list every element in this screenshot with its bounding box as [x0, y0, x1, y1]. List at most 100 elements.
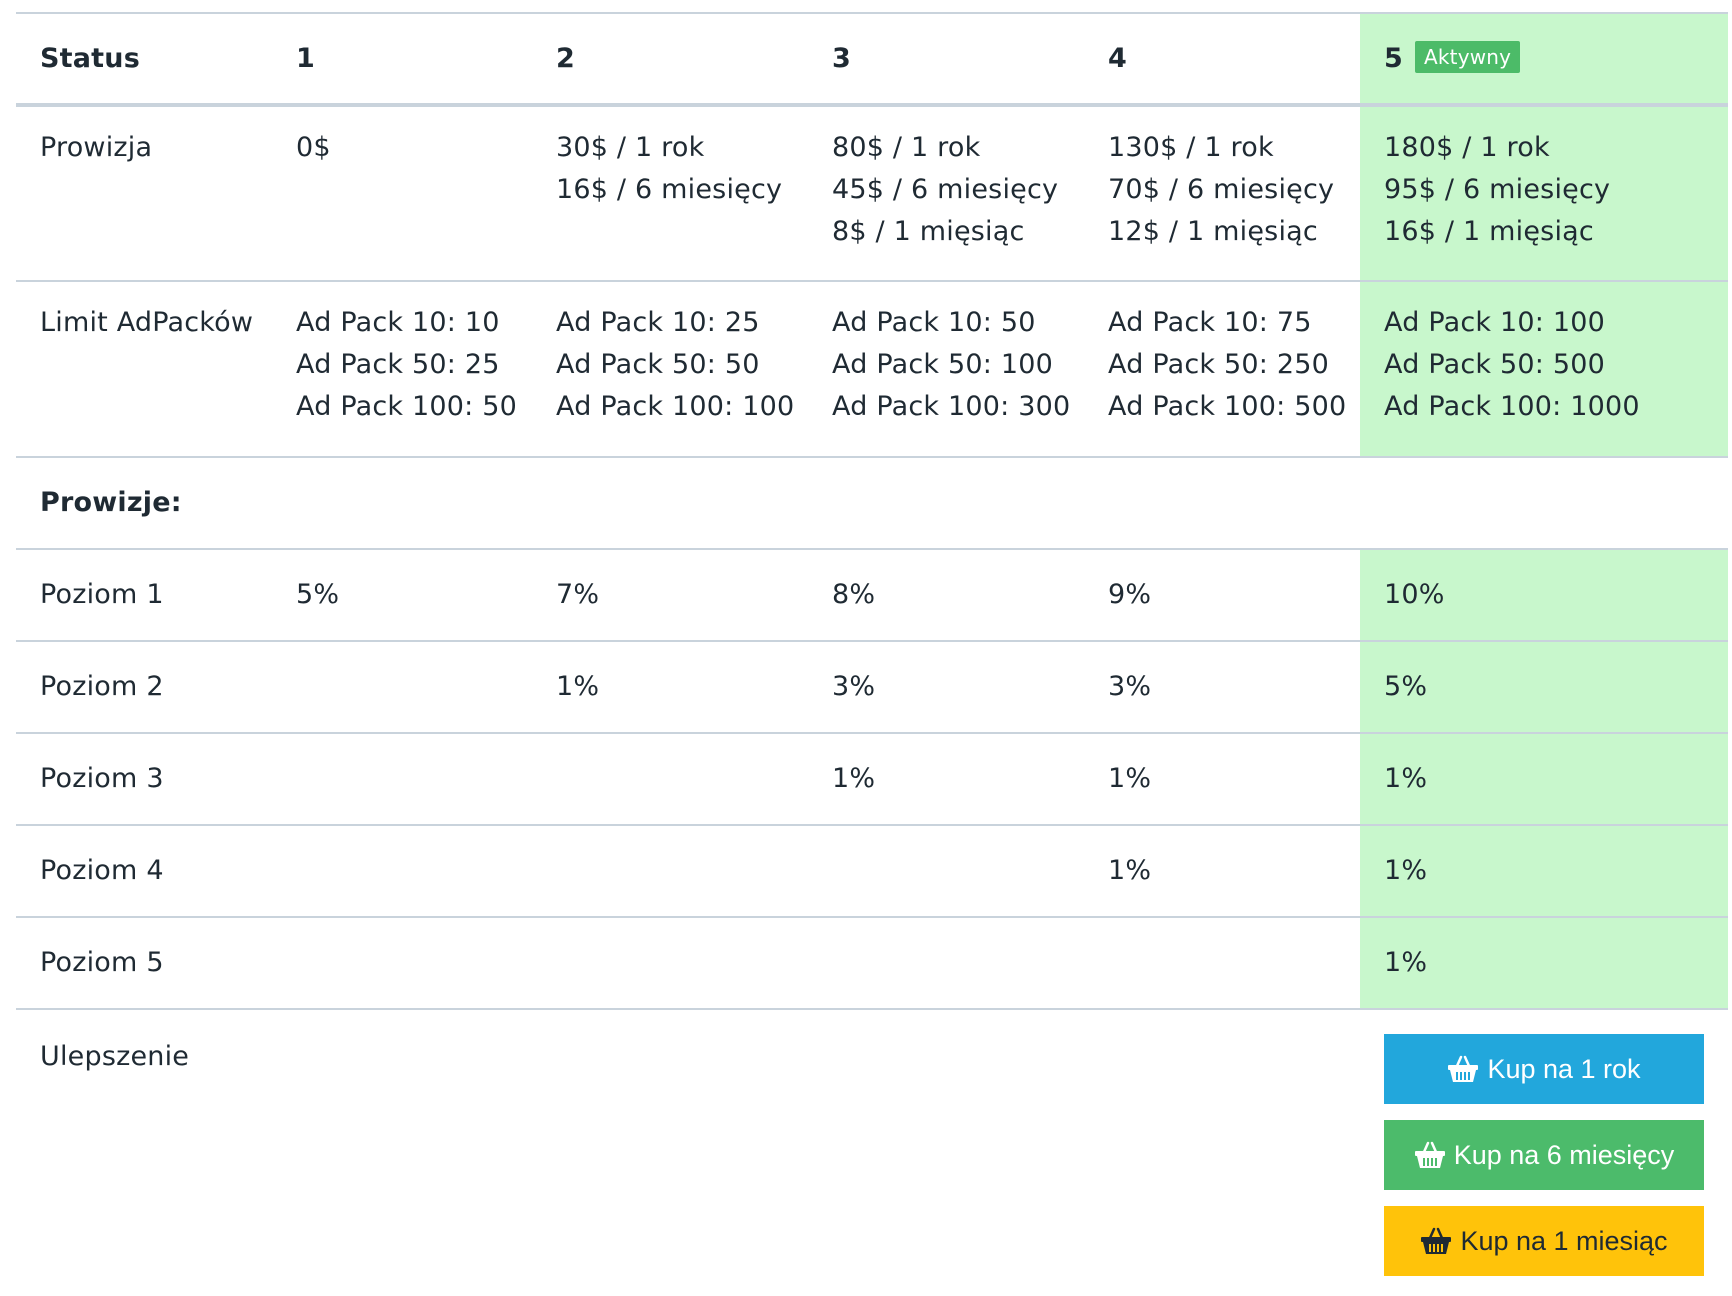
cell-line: Ad Pack 10: 100: [1384, 307, 1605, 338]
table-cell: [532, 733, 808, 825]
buy-6-months-button[interactable]: Kup na 6 miesięcy: [1384, 1120, 1704, 1190]
table-row-poziom-4: Poziom 4 1% 1%: [16, 825, 1728, 917]
table-cell: Ad Pack 10: 50 Ad Pack 50: 100 Ad Pack 1…: [808, 281, 1084, 457]
table-cell: 8%: [832, 579, 876, 610]
table-cell-active: Ad Pack 10: 100 Ad Pack 50: 500 Ad Pack …: [1360, 281, 1728, 457]
table-cell: 1%: [832, 763, 876, 794]
table-cell: 1%: [556, 671, 600, 702]
row-label: Poziom 3: [40, 763, 164, 794]
table-cell: 30$ / 1 rok 16$ / 6 miesięcy: [532, 105, 808, 281]
cell-line: Ad Pack 100: 50: [296, 391, 517, 422]
table-cell: [272, 641, 532, 733]
table-row-upgrade: Ulepszenie: [16, 1009, 1728, 1292]
table-row-prowizja: Prowizja 0$ 30$ / 1 rok 16$ / 6 miesięcy…: [16, 105, 1728, 281]
header-level-1: 1: [296, 42, 315, 74]
table-cell: [272, 1009, 532, 1292]
table-cell-active: 180$ / 1 rok 95$ / 6 miesięcy 16$ / 1 mi…: [1360, 105, 1728, 281]
cell-line: Ad Pack 50: 250: [1108, 349, 1329, 380]
cell-line: 70$ / 6 miesięcy: [1108, 174, 1335, 205]
table-cell: 5%: [296, 579, 340, 610]
cell-line: Ad Pack 10: 75: [1108, 307, 1312, 338]
table-cell: [272, 825, 532, 917]
table-cell: [272, 733, 532, 825]
buy-1-year-button[interactable]: Kup na 1 rok: [1384, 1034, 1704, 1104]
buy-1-year-label: Kup na 1 rok: [1487, 1053, 1641, 1084]
row-label: Poziom 5: [40, 947, 164, 978]
header-level-2: 2: [556, 42, 575, 74]
header-status: Status: [40, 42, 140, 74]
cell-line: Ad Pack 100: 500: [1108, 391, 1347, 422]
table-cell-active: 5%: [1360, 641, 1728, 733]
buy-1-month-button[interactable]: Kup na 1 miesiąc: [1384, 1206, 1704, 1276]
cell-line: Ad Pack 100: 1000: [1384, 391, 1640, 422]
cell-line: 8$ / 1 mięsiąc: [832, 216, 1025, 247]
upgrade-buttons-cell: Kup na 1 rok Kup na 6 miesięcy: [1360, 1009, 1728, 1292]
row-label: Poziom 4: [40, 855, 164, 886]
basket-icon: [1420, 1226, 1452, 1256]
table-cell: Ad Pack 10: 10 Ad Pack 50: 25 Ad Pack 10…: [272, 281, 532, 457]
table-row-poziom-1: Poziom 1 5% 7% 8% 9% 10%: [16, 549, 1728, 641]
table-cell: [808, 1009, 1084, 1292]
cell-line: Ad Pack 50: 50: [556, 349, 760, 380]
table-cell: [272, 917, 532, 1009]
table-cell-active: 1%: [1360, 917, 1728, 1009]
cell-line: 45$ / 6 miesięcy: [832, 174, 1059, 205]
row-label: Limit AdPacków: [40, 307, 254, 338]
cell-line: Ad Pack 100: 300: [832, 391, 1071, 422]
cell-line: Ad Pack 10: 25: [556, 307, 760, 338]
header-level-3: 3: [832, 42, 851, 74]
cell-line: 30$ / 1 rok: [556, 132, 705, 163]
table-cell-active: 10%: [1360, 549, 1728, 641]
status-table: Status 1 2 3 4 5 Aktywny Prowizja 0$ 30$ …: [16, 12, 1728, 1292]
header-level-5: 5 Aktywny: [1360, 13, 1728, 105]
row-label: Ulepszenie: [40, 1041, 190, 1072]
table-cell: [808, 917, 1084, 1009]
table-row-poziom-2: Poziom 2 1% 3% 3% 5%: [16, 641, 1728, 733]
buy-1-month-label: Kup na 1 miesiąc: [1460, 1225, 1668, 1256]
cell-line: 180$ / 1 rok: [1384, 132, 1550, 163]
table-cell: [808, 825, 1084, 917]
table-cell-active: 1%: [1360, 825, 1728, 917]
row-label: Poziom 2: [40, 671, 164, 702]
active-badge: Aktywny: [1415, 40, 1521, 73]
table-cell: 80$ / 1 rok 45$ / 6 miesięcy 8$ / 1 mięs…: [808, 105, 1084, 281]
cell-line: 130$ / 1 rok: [1108, 132, 1274, 163]
cell-line: 80$ / 1 rok: [832, 132, 981, 163]
cell-line: Ad Pack 100: 100: [556, 391, 795, 422]
cell-line: Ad Pack 50: 500: [1384, 349, 1605, 380]
header-level-5-label: 5: [1384, 42, 1403, 74]
section-title: Prowizje:: [40, 487, 182, 518]
cell-line: Ad Pack 10: 10: [296, 307, 500, 338]
cell-line: 16$ / 1 mięsiąc: [1384, 216, 1594, 247]
cell-line: 12$ / 1 mięsiąc: [1108, 216, 1318, 247]
table-row-poziom-5: Poziom 5 1%: [16, 917, 1728, 1009]
cell-line: 95$ / 6 miesięcy: [1384, 174, 1611, 205]
table-cell: [532, 825, 808, 917]
cell-line: Ad Pack 50: 100: [832, 349, 1053, 380]
table-cell: 7%: [556, 579, 600, 610]
cell-line: Ad Pack 50: 25: [296, 349, 500, 380]
table-cell: [1084, 917, 1360, 1009]
buy-6-months-label: Kup na 6 miesięcy: [1453, 1139, 1675, 1170]
table-cell: [1084, 1009, 1360, 1292]
table-cell: 130$ / 1 rok 70$ / 6 miesięcy 12$ / 1 mi…: [1084, 105, 1360, 281]
table-cell: 9%: [1108, 579, 1152, 610]
row-label: Prowizja: [40, 132, 153, 163]
table-cell: 3%: [832, 671, 876, 702]
header-level-4: 4: [1108, 42, 1127, 74]
table-row-limit: Limit AdPacków Ad Pack 10: 10 Ad Pack 50…: [16, 281, 1728, 457]
table-header-row: Status 1 2 3 4 5 Aktywny: [16, 13, 1728, 105]
cell-line: 0$: [296, 132, 331, 163]
cell-line: 16$ / 6 miesięcy: [556, 174, 783, 205]
table-cell: 3%: [1108, 671, 1152, 702]
table-cell: Ad Pack 10: 25 Ad Pack 50: 50 Ad Pack 10…: [532, 281, 808, 457]
basket-icon: [1414, 1140, 1446, 1170]
table-cell: 1%: [1108, 763, 1152, 794]
row-label: Poziom 1: [40, 579, 164, 610]
basket-icon: [1447, 1054, 1479, 1084]
table-cell: Ad Pack 10: 75 Ad Pack 50: 250 Ad Pack 1…: [1084, 281, 1360, 457]
table-cell: [532, 1009, 808, 1292]
status-table-container: Status 1 2 3 4 5 Aktywny Prowizja 0$ 30$ …: [16, 12, 1728, 1292]
table-cell: 0$: [272, 105, 532, 281]
table-cell: [532, 917, 808, 1009]
